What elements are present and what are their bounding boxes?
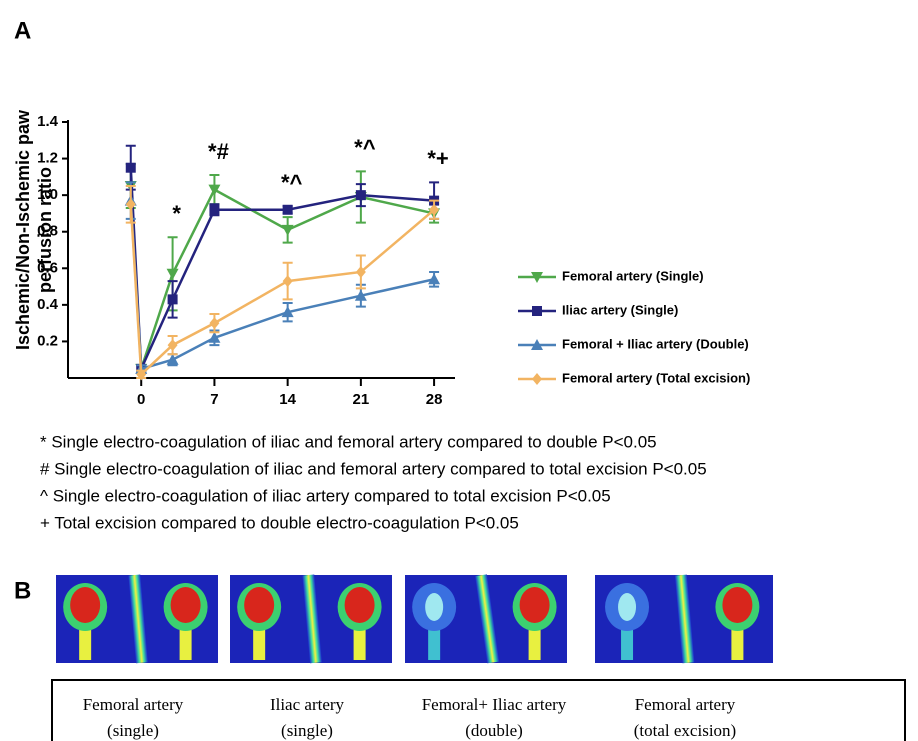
paw-core <box>345 587 375 623</box>
paw-core <box>425 593 443 621</box>
image-caption: Femoral artery <box>83 695 184 714</box>
image-caption: Iliac artery <box>270 695 345 714</box>
image-caption: (total excision) <box>634 721 736 740</box>
y-axis-label: Ischemic/Non-Ischemic paw <box>13 109 33 350</box>
annotation: * <box>172 201 181 226</box>
footnote: # Single electro-coagulation of iliac an… <box>40 459 707 478</box>
marker <box>126 163 136 173</box>
image-caption: (double) <box>465 721 523 740</box>
legend-label: Iliac artery (Single) <box>562 302 678 317</box>
legend-label: Femoral artery (Total excision) <box>562 370 750 385</box>
panel-label: A <box>14 17 31 44</box>
marker <box>282 225 294 236</box>
annotation: *# <box>208 139 229 164</box>
y-tick-label: 1.4 <box>37 113 59 130</box>
image-caption: Femoral+ Iliac artery <box>422 695 567 714</box>
image-caption: (single) <box>281 721 333 740</box>
marker <box>167 354 179 365</box>
footnote: + Total excision compared to double elec… <box>40 513 519 532</box>
y-tick-label: 1.2 <box>37 150 58 167</box>
marker <box>209 205 219 215</box>
marker <box>208 185 220 196</box>
marker <box>532 306 542 316</box>
image-caption: Femoral artery <box>635 695 736 714</box>
x-tick-label: 7 <box>210 391 218 408</box>
paw-core <box>618 593 636 621</box>
paw-core <box>520 587 550 623</box>
figure: A B Ischemic/Non-Ischemic pawperfusion r… <box>0 0 918 741</box>
image-caption: (single) <box>107 721 159 740</box>
perfusion-image <box>230 575 392 664</box>
marker <box>532 373 542 385</box>
x-tick-label: 14 <box>279 391 296 408</box>
legend-label: Femoral artery (Single) <box>562 268 704 283</box>
footnote: ^ Single electro-coagulation of iliac ar… <box>40 486 611 505</box>
y-tick-label: 0.2 <box>37 332 58 349</box>
annotation: *^ <box>281 170 303 195</box>
perfusion-image <box>595 575 773 664</box>
annotation: *+ <box>427 146 448 171</box>
footnote: * Single electro-coagulation of iliac an… <box>40 432 657 451</box>
marker <box>283 275 293 287</box>
paw-core <box>722 587 752 623</box>
marker <box>168 294 178 304</box>
paw-core <box>244 587 274 623</box>
y-tick-label: 0.8 <box>37 223 58 240</box>
y-tick-label: 0.6 <box>37 259 58 276</box>
panel-label: B <box>14 577 31 604</box>
x-tick-label: 28 <box>426 391 443 408</box>
x-tick-label: 21 <box>353 391 370 408</box>
annotation: *^ <box>354 135 376 160</box>
y-tick-label: 0.4 <box>37 296 59 313</box>
y-tick-label: 1.0 <box>37 186 58 203</box>
marker <box>167 269 179 280</box>
marker <box>209 317 219 329</box>
x-tick-label: 0 <box>137 391 145 408</box>
perfusion-image <box>56 575 218 664</box>
paw-core <box>171 587 201 623</box>
legend-label: Femoral + Iliac artery (Double) <box>562 336 749 351</box>
paw-core <box>70 587 100 623</box>
marker <box>356 190 366 200</box>
perfusion-image <box>405 574 567 663</box>
marker <box>283 205 293 215</box>
marker <box>428 273 440 284</box>
